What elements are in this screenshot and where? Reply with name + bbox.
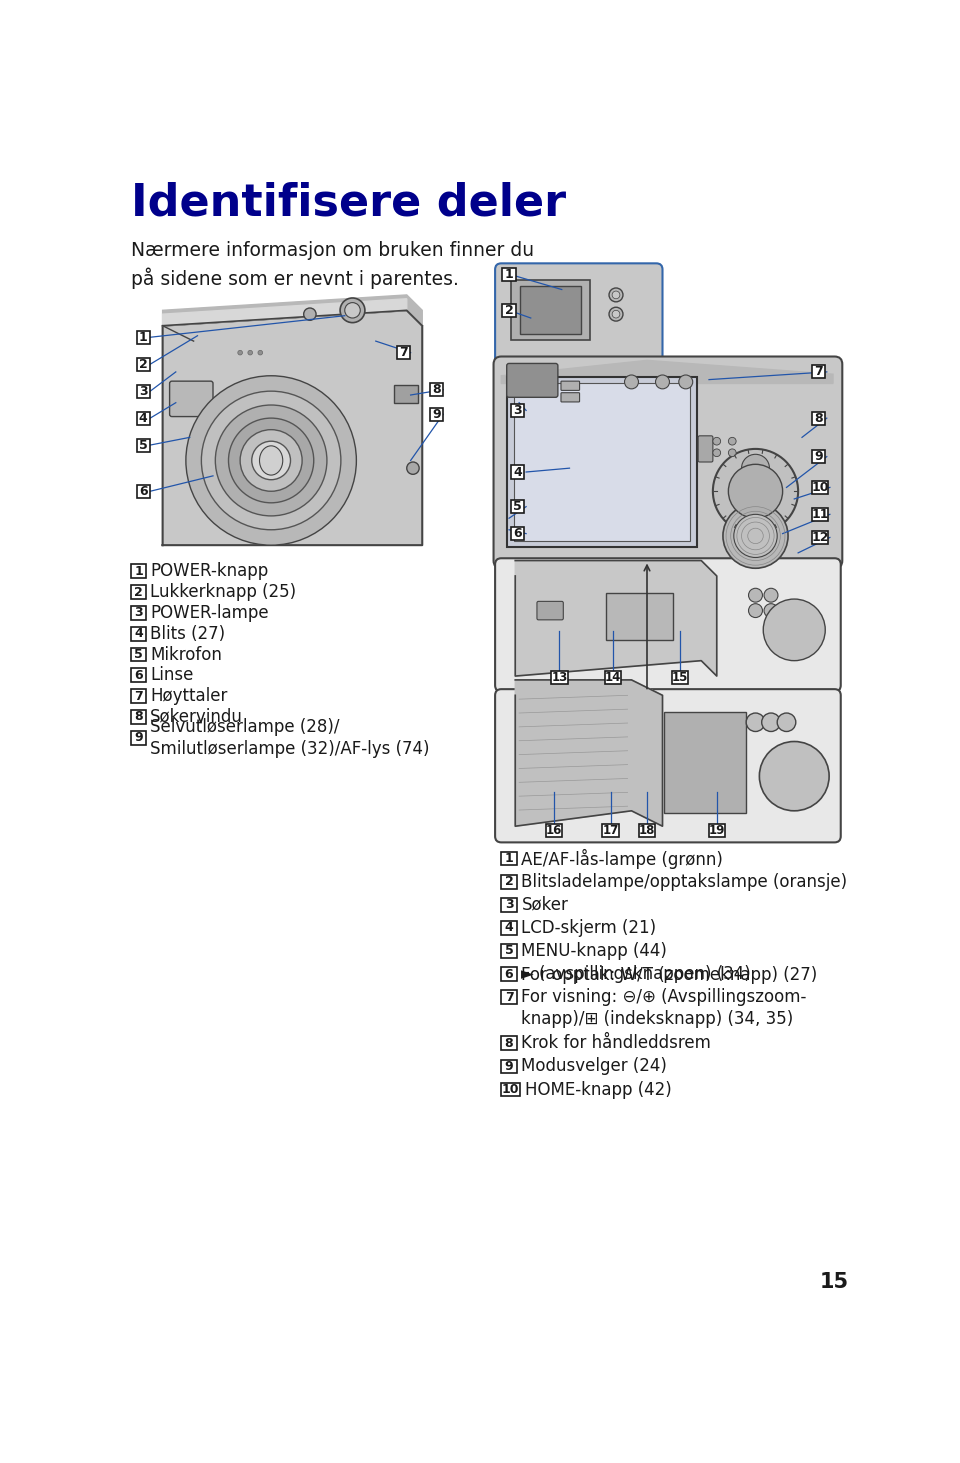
Text: 15: 15: [672, 672, 688, 685]
Text: MENU-knapp (44): MENU-knapp (44): [521, 942, 667, 960]
Text: Høyttaler: Høyttaler: [150, 688, 228, 705]
Circle shape: [759, 742, 829, 811]
FancyBboxPatch shape: [131, 710, 146, 724]
FancyBboxPatch shape: [511, 281, 590, 341]
FancyBboxPatch shape: [812, 411, 825, 424]
Text: 6: 6: [139, 484, 148, 497]
Text: Søkervindu: Søkervindu: [150, 708, 243, 726]
Text: 7: 7: [134, 689, 143, 702]
Circle shape: [733, 515, 778, 557]
FancyBboxPatch shape: [131, 689, 146, 704]
Text: ► (avspillingsknappen) (34): ► (avspillingsknappen) (34): [521, 966, 752, 983]
Circle shape: [407, 462, 420, 474]
FancyBboxPatch shape: [501, 1059, 516, 1074]
FancyBboxPatch shape: [131, 626, 146, 641]
Polygon shape: [162, 310, 422, 546]
FancyBboxPatch shape: [501, 967, 516, 982]
Text: LCD-skjerm (21): LCD-skjerm (21): [521, 919, 657, 936]
Circle shape: [228, 418, 314, 503]
Circle shape: [340, 298, 365, 323]
FancyBboxPatch shape: [605, 672, 621, 685]
Text: POWER-knapp: POWER-knapp: [150, 562, 269, 581]
Circle shape: [252, 442, 291, 480]
FancyBboxPatch shape: [170, 382, 213, 417]
Text: 3: 3: [134, 607, 143, 619]
FancyBboxPatch shape: [501, 944, 516, 958]
Circle shape: [713, 437, 721, 445]
Text: AE/AF-lås-lampe (grønn): AE/AF-lås-lampe (grønn): [521, 849, 723, 869]
FancyBboxPatch shape: [561, 382, 580, 391]
Circle shape: [238, 350, 243, 356]
FancyBboxPatch shape: [606, 593, 673, 639]
FancyBboxPatch shape: [131, 648, 146, 661]
Circle shape: [729, 464, 782, 518]
FancyBboxPatch shape: [561, 392, 580, 402]
FancyBboxPatch shape: [136, 331, 150, 344]
FancyBboxPatch shape: [551, 672, 567, 685]
Circle shape: [625, 375, 638, 389]
FancyBboxPatch shape: [136, 411, 150, 424]
Text: 10: 10: [811, 481, 828, 494]
Text: 5: 5: [514, 500, 522, 514]
Text: 9: 9: [505, 1061, 514, 1072]
Text: HOME-knapp (42): HOME-knapp (42): [524, 1081, 671, 1099]
FancyBboxPatch shape: [537, 601, 564, 620]
FancyBboxPatch shape: [812, 366, 825, 379]
Polygon shape: [162, 296, 422, 326]
Text: 4: 4: [139, 411, 148, 424]
FancyBboxPatch shape: [511, 404, 524, 417]
FancyBboxPatch shape: [812, 531, 828, 544]
Text: 3: 3: [505, 898, 514, 911]
Circle shape: [763, 598, 826, 661]
Text: 3: 3: [514, 404, 522, 417]
FancyBboxPatch shape: [672, 672, 688, 685]
Circle shape: [612, 291, 620, 298]
Circle shape: [778, 712, 796, 732]
FancyBboxPatch shape: [502, 304, 516, 317]
FancyBboxPatch shape: [515, 383, 689, 541]
FancyBboxPatch shape: [501, 875, 516, 888]
Text: 2: 2: [139, 358, 148, 370]
Circle shape: [240, 430, 302, 492]
Polygon shape: [516, 560, 717, 676]
FancyBboxPatch shape: [507, 377, 697, 547]
Circle shape: [656, 375, 669, 389]
Text: Lukkerknapp (25): Lukkerknapp (25): [150, 584, 297, 601]
Text: Identifisere deler: Identifisere deler: [131, 181, 566, 225]
FancyBboxPatch shape: [708, 824, 725, 837]
Text: 4: 4: [505, 922, 514, 935]
Text: 18: 18: [638, 824, 655, 837]
Circle shape: [609, 288, 623, 301]
FancyBboxPatch shape: [664, 712, 746, 813]
Text: 2: 2: [134, 585, 143, 598]
Text: 1: 1: [139, 331, 148, 344]
Text: 9: 9: [814, 451, 823, 464]
Text: Selvutløserlampe (28)/
Smilutløserlampe (32)/AF-lys (74): Selvutløserlampe (28)/ Smilutløserlampe …: [150, 717, 430, 758]
Circle shape: [764, 588, 778, 603]
FancyBboxPatch shape: [495, 263, 662, 367]
FancyBboxPatch shape: [546, 824, 563, 837]
FancyBboxPatch shape: [136, 439, 150, 452]
Circle shape: [202, 391, 341, 530]
Text: For opptak: W/T (zoomeknapp) (27)
For visning: ⊖/⊕ (Avspillingszoom-
knapp)/⊞ (i: For opptak: W/T (zoomeknapp) (27) For vi…: [521, 966, 818, 1028]
FancyBboxPatch shape: [520, 287, 581, 334]
Text: 13: 13: [551, 672, 567, 685]
Text: 11: 11: [811, 508, 828, 521]
Text: 15: 15: [820, 1271, 849, 1292]
Text: 4: 4: [514, 465, 522, 478]
FancyBboxPatch shape: [395, 385, 418, 404]
Ellipse shape: [259, 446, 283, 475]
FancyBboxPatch shape: [495, 559, 841, 692]
Circle shape: [729, 449, 736, 456]
FancyBboxPatch shape: [507, 363, 558, 398]
Circle shape: [612, 310, 620, 317]
Polygon shape: [501, 360, 833, 383]
FancyBboxPatch shape: [131, 585, 146, 598]
Text: Nærmere informasjon om bruken finner du
på sidene som er nevnt i parentes.: Nærmere informasjon om bruken finner du …: [131, 241, 534, 288]
Circle shape: [749, 588, 762, 603]
Text: 2: 2: [505, 304, 514, 317]
Text: 7: 7: [399, 347, 408, 358]
Text: 8: 8: [432, 383, 441, 396]
FancyBboxPatch shape: [812, 481, 828, 494]
Text: 12: 12: [811, 531, 828, 544]
